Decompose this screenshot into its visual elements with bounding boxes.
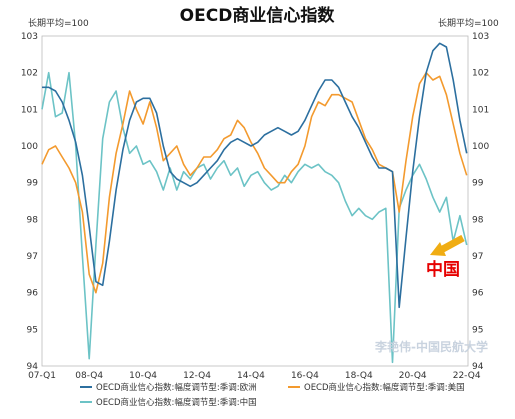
- right-axis-unit: 长期平均=100: [438, 17, 499, 29]
- y-tick-label-left: 99: [27, 179, 39, 189]
- y-tick-label-right: 94: [472, 362, 484, 372]
- y-tick-label-right: 101: [472, 105, 489, 115]
- annotation-arrow-head: [430, 242, 446, 256]
- legend-label: OECD商业信心指数:幅度调节型:季调:中国: [96, 397, 257, 408]
- y-tick-label-left: 102: [21, 69, 38, 79]
- y-tick-label-right: 99: [472, 179, 484, 189]
- x-tick-label: 08-Q4: [75, 371, 103, 381]
- y-tick-label-left: 95: [27, 325, 38, 335]
- y-tick-label-left: 97: [27, 252, 38, 262]
- y-tick-label-right: 100: [472, 142, 489, 152]
- x-tick-label: 18-Q4: [345, 371, 373, 381]
- legend-label: OECD商业信心指数:幅度调节型:季调:欧洲: [96, 382, 257, 393]
- y-tick-label-right: 95: [472, 325, 483, 335]
- y-tick-label-left: 100: [21, 142, 38, 152]
- watermark: 李艳伟-中国民航大学: [374, 339, 488, 354]
- plot-area: [41, 35, 469, 367]
- y-tick-label-left: 98: [27, 215, 39, 225]
- x-tick-label: 20-Q4: [399, 371, 427, 381]
- y-tick-label-right: 97: [472, 252, 483, 262]
- chart-title: OECD商业信心指数: [180, 5, 336, 26]
- y-tick-label-left: 101: [21, 105, 38, 115]
- annotation-arrow: [430, 234, 465, 256]
- y-tick-label-right: 96: [472, 289, 484, 299]
- right-y-axis: 94 95 96 97 98 99 100 101 102 103: [472, 32, 489, 372]
- series-line-0: [42, 42, 468, 309]
- x-tick-label: 07-Q1: [28, 371, 56, 381]
- x-tick-label: 10-Q4: [129, 371, 157, 381]
- x-tick-label: 16-Q4: [291, 371, 319, 381]
- x-tick-label: 12-Q4: [183, 371, 211, 381]
- y-tick-label-left: 94: [27, 362, 39, 372]
- x-tick-label: 14-Q4: [237, 371, 265, 381]
- left-axis-unit: 长期平均=100: [28, 17, 89, 29]
- legend: OECD商业信心指数:幅度调节型:季调:欧洲 OECD商业信心指数:幅度调节型:季…: [80, 382, 465, 408]
- y-tick-label-left: 96: [27, 289, 39, 299]
- y-tick-label-right: 98: [472, 215, 484, 225]
- annotation-arrow-shaft: [439, 234, 465, 254]
- left-y-axis: 94 95 96 97 98 99 100 101 102 103: [21, 32, 38, 372]
- series-line-2: [41, 71, 468, 364]
- x-axis: 07-Q1 08-Q4 10-Q4 12-Q4 14-Q4 16-Q4 18-Q4 20-Q4…: [28, 371, 481, 381]
- y-tick-label-left: 103: [21, 32, 38, 42]
- annotation-label: 中国: [426, 259, 460, 280]
- legend-label: OECD商业信心指数:幅度调节型:季调:美国: [304, 382, 465, 393]
- series-line-1: [41, 71, 468, 294]
- series-lines: [41, 42, 468, 364]
- x-tick-label: 22-Q4: [453, 371, 481, 381]
- y-tick-label-right: 103: [472, 32, 489, 42]
- y-tick-label-right: 102: [472, 69, 489, 79]
